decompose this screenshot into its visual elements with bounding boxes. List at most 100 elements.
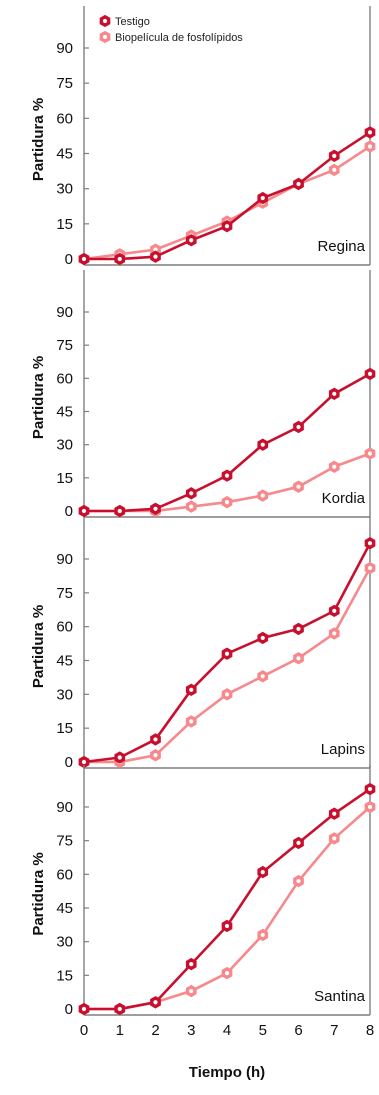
- data-point-center-legend-biopelicula-p0-legend: [102, 34, 108, 40]
- data-point-center-biopelicula-p1-3: [189, 504, 194, 509]
- data-point-center-testigo-p1-2: [153, 506, 158, 511]
- y-tick-label-0-15: 15: [56, 216, 73, 233]
- data-point-center-testigo-p3-3: [189, 962, 194, 967]
- legend-label-testigo: Testigo: [115, 16, 150, 28]
- data-point-center-testigo-p3-6: [296, 840, 301, 846]
- data-point-center-testigo-p2-2: [153, 737, 158, 742]
- y-tick-label-2-45: 45: [56, 653, 73, 670]
- y-tick-label-3-30: 30: [56, 934, 73, 951]
- y-tick-label-2-60: 60: [56, 619, 73, 636]
- data-point-center-testigo-p3-4: [224, 923, 230, 929]
- x-tick-label-8: 8: [366, 1022, 374, 1039]
- y-tick-label-1-30: 30: [56, 437, 73, 454]
- x-tick-label-2: 2: [151, 1022, 159, 1039]
- y-axis-label-2: Partidura %: [30, 605, 47, 688]
- y-tick-label-3-90: 90: [56, 799, 73, 816]
- data-point-center-testigo-p0-1: [117, 256, 122, 262]
- data-point-center-biopelicula-p1-8: [367, 451, 373, 456]
- y-tick-label-3-60: 60: [56, 866, 73, 883]
- data-point-center-biopelicula-p2-8: [367, 565, 373, 571]
- data-point-center-testigo-p1-5: [260, 442, 265, 447]
- data-point-center-testigo-p0-5: [260, 195, 265, 201]
- data-point-center-testigo-p1-7: [332, 391, 337, 396]
- data-point-center-testigo-p2-8: [367, 541, 373, 546]
- x-tick-label-7: 7: [330, 1022, 338, 1039]
- data-point-center-testigo-p2-7: [332, 608, 337, 613]
- data-point-center-testigo-p1-0: [81, 508, 87, 514]
- data-point-center-legend-testigo-p0-legend: [102, 18, 108, 24]
- data-point-center-biopelicula-p3-8: [367, 804, 373, 810]
- x-tick-label-0: 0: [80, 1022, 88, 1039]
- y-tick-label-1-90: 90: [56, 304, 73, 321]
- data-point-center-biopelicula-p3-6: [296, 878, 301, 884]
- y-tick-label-3-45: 45: [56, 900, 73, 917]
- y-tick-label-3-15: 15: [56, 967, 73, 984]
- legend-label-biopelicula: Biopelícula de fosfolípidos: [115, 32, 243, 44]
- data-point-center-testigo-p2-3: [189, 687, 194, 692]
- y-tick-label-0-45: 45: [56, 146, 73, 163]
- data-point-center-testigo-p3-8: [367, 786, 373, 792]
- data-point-center-testigo-p1-1: [117, 508, 122, 514]
- x-tick-label-3: 3: [187, 1022, 195, 1039]
- y-tick-label-2-75: 75: [56, 585, 73, 602]
- data-point-center-biopelicula-p3-5: [260, 932, 265, 938]
- y-axis-label-1: Partidura %: [30, 356, 47, 439]
- data-point-center-testigo-p2-1: [117, 755, 122, 760]
- data-point-center-testigo-p0-8: [367, 130, 373, 135]
- data-point-center-biopelicula-p1-5: [260, 493, 265, 498]
- data-point-center-testigo-p3-2: [153, 1000, 158, 1005]
- data-point-center-biopelicula-p2-3: [189, 719, 194, 724]
- data-point-center-biopelicula-p3-3: [189, 988, 194, 994]
- data-point-center-testigo-p3-1: [117, 1006, 122, 1012]
- series-line-biopelicula-p2: [84, 567, 372, 764]
- data-point-center-biopelicula-p1-6: [296, 484, 301, 489]
- data-point-center-testigo-p2-5: [260, 635, 265, 641]
- y-tick-label-0-90: 90: [56, 40, 73, 57]
- data-point-center-testigo-p1-3: [189, 491, 194, 496]
- data-point-center-biopelicula-p0-2: [153, 247, 158, 252]
- data-point-center-biopelicula-p2-2: [153, 753, 158, 758]
- panel-label-1: Kordia: [322, 490, 366, 507]
- x-tick-label-5: 5: [259, 1022, 267, 1039]
- y-tick-label-2-90: 90: [56, 551, 73, 568]
- panel-label-0: Regina: [317, 238, 365, 255]
- data-point-center-biopelicula-p1-7: [332, 464, 337, 469]
- data-point-center-biopelicula-p1-4: [224, 500, 230, 505]
- data-point-center-testigo-p0-6: [296, 181, 301, 187]
- data-point-center-testigo-p2-4: [224, 651, 230, 656]
- data-point-center-testigo-p0-7: [332, 153, 337, 158]
- x-axis-label: Tiempo (h): [189, 1064, 265, 1081]
- data-point-center-biopelicula-p2-6: [296, 656, 301, 661]
- y-tick-label-0-0: 0: [65, 251, 73, 268]
- data-point-center-testigo-p0-3: [189, 238, 194, 243]
- data-point-center-testigo-p0-4: [224, 224, 230, 229]
- data-point-center-testigo-p3-7: [332, 811, 337, 816]
- y-tick-label-1-75: 75: [56, 337, 73, 354]
- y-tick-label-1-15: 15: [56, 470, 73, 487]
- x-tick-label-6: 6: [294, 1022, 302, 1039]
- data-point-center-biopelicula-p0-8: [367, 144, 373, 149]
- y-tick-label-2-0: 0: [65, 754, 73, 771]
- y-axis-label-0: Partidura %: [30, 98, 47, 181]
- x-tick-label-4: 4: [223, 1022, 231, 1039]
- y-tick-label-0-60: 60: [56, 110, 73, 127]
- data-point-center-testigo-p1-6: [296, 424, 301, 430]
- y-tick-label-1-45: 45: [56, 404, 73, 421]
- data-point-center-testigo-p2-0: [81, 759, 87, 765]
- data-point-center-biopelicula-p2-5: [260, 674, 265, 679]
- y-tick-label-3-0: 0: [65, 1001, 73, 1018]
- y-axis-label-3: Partidura %: [30, 852, 47, 935]
- data-point-center-testigo-p2-6: [296, 626, 301, 632]
- data-point-center-biopelicula-p3-4: [224, 970, 230, 976]
- data-point-center-biopelicula-p2-7: [332, 631, 337, 636]
- y-tick-label-1-60: 60: [56, 370, 73, 387]
- y-tick-label-0-75: 75: [56, 75, 73, 92]
- data-point-center-testigo-p3-0: [81, 1006, 87, 1012]
- x-tick-label-1: 1: [116, 1022, 124, 1039]
- y-tick-label-3-75: 75: [56, 833, 73, 850]
- y-tick-label-0-30: 30: [56, 181, 73, 198]
- data-point-center-biopelicula-p2-4: [224, 692, 230, 697]
- y-tick-label-2-15: 15: [56, 720, 73, 737]
